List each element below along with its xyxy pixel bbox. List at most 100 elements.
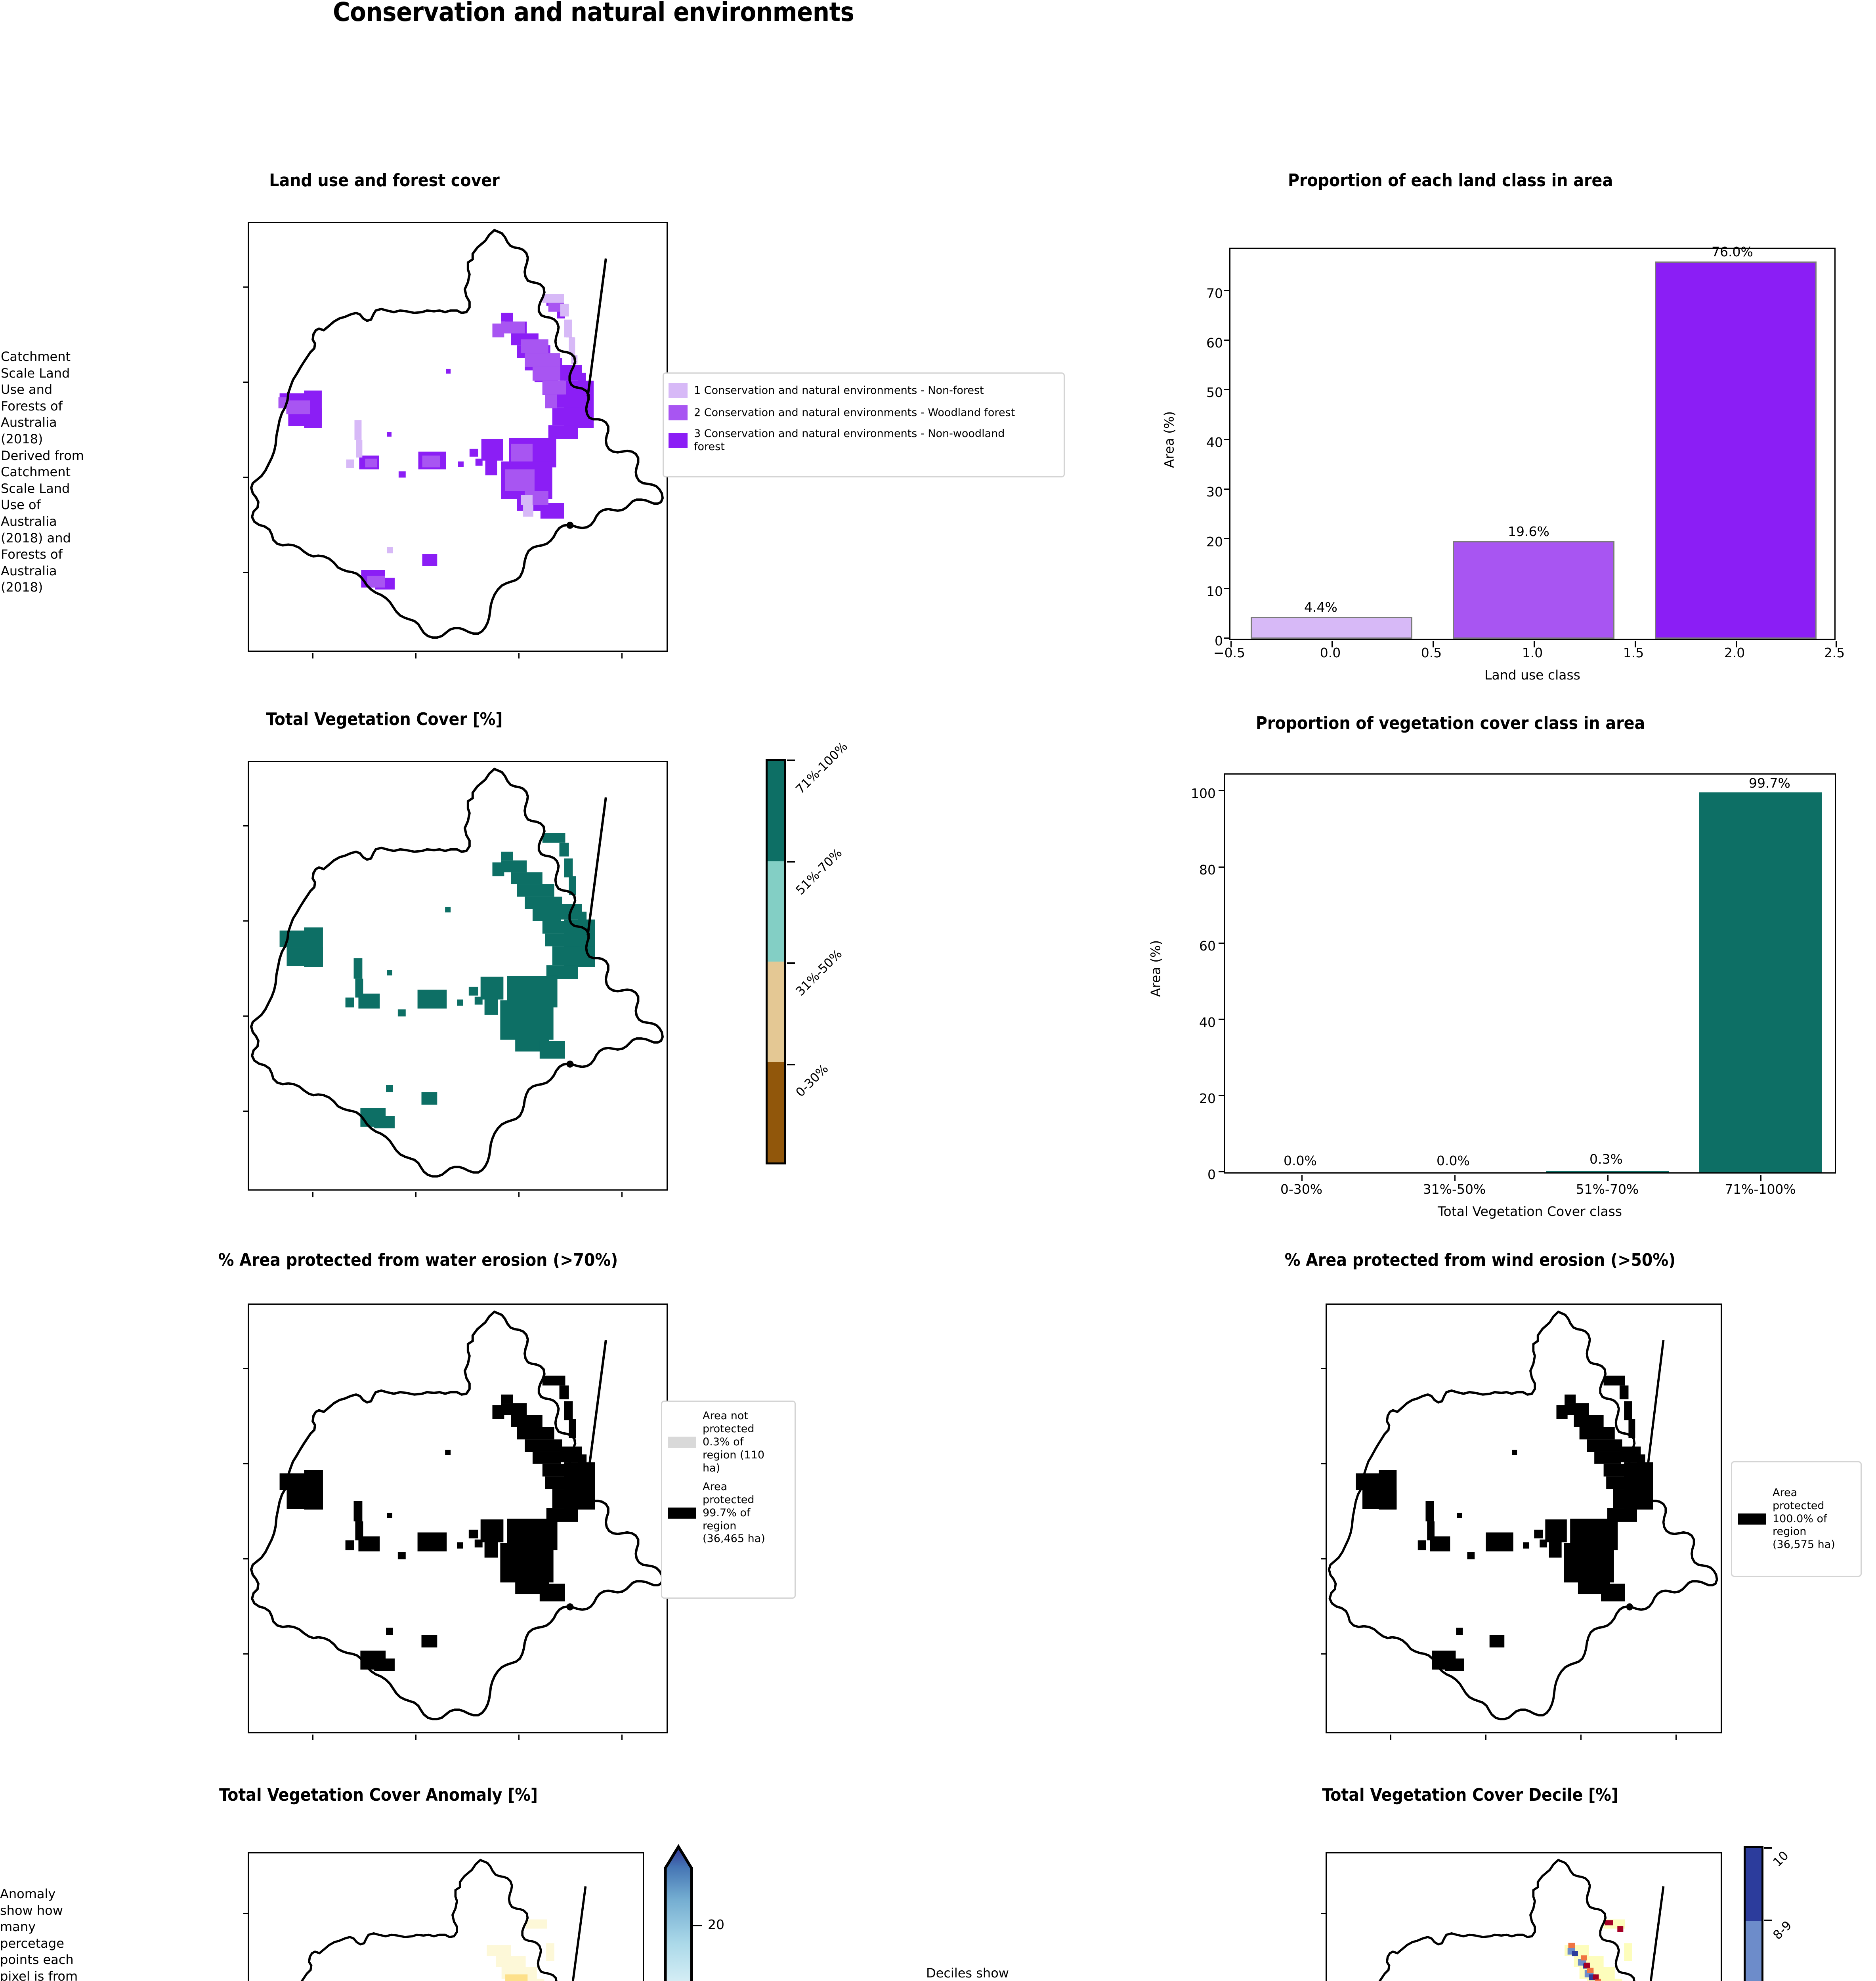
x-tick-label: 0.5	[1421, 645, 1442, 660]
bar-value-label: 0.3%	[1589, 1151, 1623, 1167]
legend-item[interactable]: Area protected 100.0% of region (36,575 …	[1738, 1487, 1855, 1552]
y-axis-label: Area (%)	[1148, 940, 1163, 997]
decile-note: Deciles show where the pixel value lies …	[926, 1966, 1009, 1981]
veg-cover-map-svg	[250, 767, 664, 1178]
anomaly-map-axes	[243, 1852, 644, 1981]
catchment-point	[566, 1603, 574, 1611]
colorbar-label: 10	[1770, 1848, 1792, 1870]
x-axis-label: Land use class	[1484, 667, 1580, 683]
y-tick-label: 30	[1206, 484, 1223, 500]
colorbar-band	[1746, 1848, 1761, 1921]
catchment-point	[1626, 1603, 1633, 1611]
bar	[1546, 1171, 1669, 1172]
bar	[1699, 792, 1822, 1172]
y-tick-label: 60	[1206, 335, 1223, 351]
colorbar-band	[1746, 1920, 1761, 1981]
catchment-boundary	[300, 1859, 558, 1981]
legend-item[interactable]: Area protected 99.7% of region (36,465 h…	[668, 1481, 789, 1546]
x-tick-label: 2.5	[1824, 645, 1845, 660]
anomaly-colorbar	[664, 1844, 693, 1981]
legend-swatch	[669, 433, 688, 448]
veg-class-chart-axes: 0.0% 0.0% 0.3% 99.7%	[1219, 773, 1836, 1181]
legend-swatch	[1738, 1513, 1766, 1525]
catchment-inner-line	[571, 1886, 587, 1981]
bar-value-label: 4.4%	[1304, 599, 1337, 615]
land-use-source-note: Catchment Scale Land Use and Forests of …	[1, 349, 84, 595]
colorbar-label: 31%-50%	[793, 947, 845, 999]
y-tick-label: 10	[1206, 584, 1223, 599]
y-tick-label: 60	[1199, 938, 1216, 954]
anomaly-pixels	[487, 1919, 554, 1981]
legend-label: 3 Conservation and natural environments …	[694, 427, 1005, 453]
decile-map-svg	[1378, 1859, 1665, 1981]
bar-value-label: 99.7%	[1749, 775, 1790, 791]
catchment-boundary	[250, 1310, 664, 1721]
land-use-map-svg	[250, 229, 664, 639]
anomaly-map-svg	[300, 1859, 587, 1981]
land-class-chart-axes: 4.4% 19.6% 76.0%	[1224, 244, 1837, 647]
bar	[1655, 261, 1817, 639]
y-tick-label: 100	[1191, 786, 1216, 801]
colorbar-label: 0-30%	[793, 1061, 831, 1100]
land-use-map-title: Land use and forest cover	[269, 170, 500, 191]
catchment-boundary	[1378, 1859, 1635, 1981]
catchment-inner-line	[1649, 1886, 1665, 1981]
catchment-inner-line	[586, 258, 607, 397]
y-tick-label: 50	[1206, 385, 1223, 400]
x-tick-label: 0.0	[1320, 645, 1341, 660]
x-tick-label: 1.0	[1522, 645, 1543, 660]
x-tick-label: 0-30%	[1280, 1181, 1323, 1197]
catchment-boundary	[250, 229, 664, 639]
legend-label: 1 Conservation and natural environments …	[694, 384, 984, 397]
decile-map-axes	[1321, 1852, 1722, 1981]
x-tick-label: 1.5	[1623, 645, 1644, 660]
veg-cover-pixels	[279, 833, 595, 1128]
y-tick-label: 80	[1199, 862, 1216, 878]
colorbar-label: 51%-70%	[793, 845, 845, 898]
legend-label: Area protected 100.0% of region (36,575 …	[1773, 1486, 1835, 1551]
protected-pixels	[279, 1376, 595, 1671]
anomaly-note: Anomaly show how many percetage points e…	[0, 1886, 78, 1981]
bar	[1453, 541, 1614, 639]
legend-label: 2 Conservation and natural environments …	[694, 406, 1015, 419]
land-class-chart-title: Proportion of each land class in area	[1288, 170, 1613, 191]
colorbar-band	[768, 1062, 784, 1162]
legend-swatch	[669, 405, 688, 420]
catchment-inner-line	[586, 1340, 607, 1478]
y-tick-label: 20	[1206, 534, 1223, 550]
catchment-point	[566, 1060, 574, 1068]
x-axis-label: Total Vegetation Cover class	[1437, 1204, 1622, 1219]
bar-value-label: 19.6%	[1508, 524, 1549, 539]
legend-label: Area protected 99.7% of region (36,465 h…	[703, 1480, 765, 1545]
legend-item[interactable]: 1 Conservation and natural environments …	[669, 383, 1059, 398]
x-tick-label: 51%-70%	[1576, 1181, 1639, 1197]
y-tick-label: 20	[1199, 1091, 1216, 1106]
anomaly-map-title: Total Vegetation Cover Anomaly [%]	[219, 1785, 538, 1805]
catchment-inner-line	[586, 797, 607, 935]
land-use-legend: 1 Conservation and natural environments …	[663, 372, 1065, 477]
legend-swatch	[668, 1437, 696, 1448]
wind-erosion-map-svg	[1328, 1310, 1718, 1721]
wind-erosion-map-title: % Area protected from wind erosion (>50%…	[1284, 1250, 1676, 1270]
decile-map-title: Total Vegetation Cover Decile [%]	[1322, 1785, 1618, 1805]
x-tick-label: 71%-100%	[1725, 1181, 1796, 1197]
y-tick-label: 0	[1215, 633, 1223, 649]
catchment-boundary	[1328, 1310, 1718, 1721]
legend-label: Area not protected 0.3% of region (110 h…	[703, 1410, 765, 1474]
veg-class-chart-title: Proportion of vegetation cover class in …	[1255, 713, 1645, 733]
legend-swatch	[668, 1508, 696, 1519]
legend-item[interactable]: 3 Conservation and natural environments …	[669, 427, 1059, 454]
bar	[1251, 616, 1412, 639]
wind-erosion-legend: Area protected 100.0% of region (36,575 …	[1731, 1461, 1862, 1577]
catchment-point	[566, 521, 574, 529]
x-tick-label: −0.5	[1213, 645, 1246, 660]
legend-item[interactable]: 2 Conservation and natural environments …	[669, 405, 1059, 420]
legend-item[interactable]: Area not protected 0.3% of region (110 h…	[668, 1410, 789, 1475]
bar-value-label: 0.0%	[1437, 1153, 1470, 1168]
bar-value-label: 0.0%	[1284, 1153, 1317, 1168]
colorbar-label: 71%-100%	[793, 739, 851, 797]
colorbar-tick-label: 20	[708, 1917, 724, 1932]
water-erosion-legend: Area not protected 0.3% of region (110 h…	[661, 1401, 796, 1599]
y-tick-label: 40	[1206, 435, 1223, 450]
colorbar-band	[768, 761, 784, 861]
